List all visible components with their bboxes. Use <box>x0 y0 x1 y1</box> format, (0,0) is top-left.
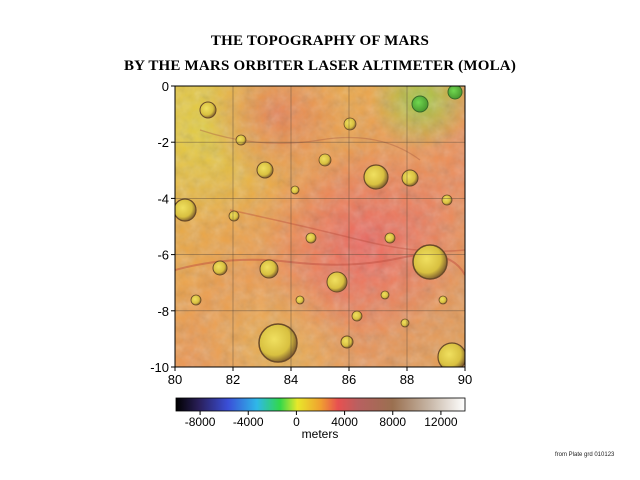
topography-image <box>175 86 465 367</box>
colorbar <box>175 397 466 412</box>
x-tick-label: 90 <box>458 372 472 387</box>
colorbar-tick-label: -4000 <box>233 415 264 429</box>
y-tick-label: -4 <box>157 191 169 206</box>
map-axes: 80 82 84 86 88 90 0 -2 -4 -6 -8 -10 <box>150 79 472 387</box>
x-tick-label: 80 <box>168 372 182 387</box>
colorbar-tick-label: -8000 <box>185 415 216 429</box>
source-credit: from Plate grd 010123 <box>555 452 615 458</box>
x-tick-label: 84 <box>284 372 298 387</box>
y-tick-label: -2 <box>157 135 169 150</box>
y-tick-label: -8 <box>157 304 169 319</box>
map-title-line2: BY THE MARS ORBITER LASER ALTIMETER (MOL… <box>123 58 517 74</box>
map-title-line1: THE TOPOGRAPHY OF MARS <box>210 33 430 49</box>
colorbar-tick-label: 4000 <box>331 415 358 429</box>
y-tick-label: -6 <box>157 248 169 263</box>
crater-features <box>175 86 465 367</box>
x-tick-label: 82 <box>226 372 240 387</box>
x-tick-label: 86 <box>342 372 356 387</box>
colorbar-tick-label: 12000 <box>424 415 458 429</box>
map-grid <box>175 86 465 367</box>
x-tick-label: 88 <box>400 372 414 387</box>
map-frame <box>174 85 466 368</box>
colorbar-tick-label: 0 <box>293 415 300 429</box>
colorbar-tick-label: 8000 <box>379 415 406 429</box>
y-tick-label: 0 <box>162 79 169 94</box>
colorbar-ticks: -8000 -4000 0 4000 8000 12000 <box>185 411 458 429</box>
y-tick-label: -10 <box>150 360 169 375</box>
colorbar-unit-label: meters <box>302 427 339 441</box>
